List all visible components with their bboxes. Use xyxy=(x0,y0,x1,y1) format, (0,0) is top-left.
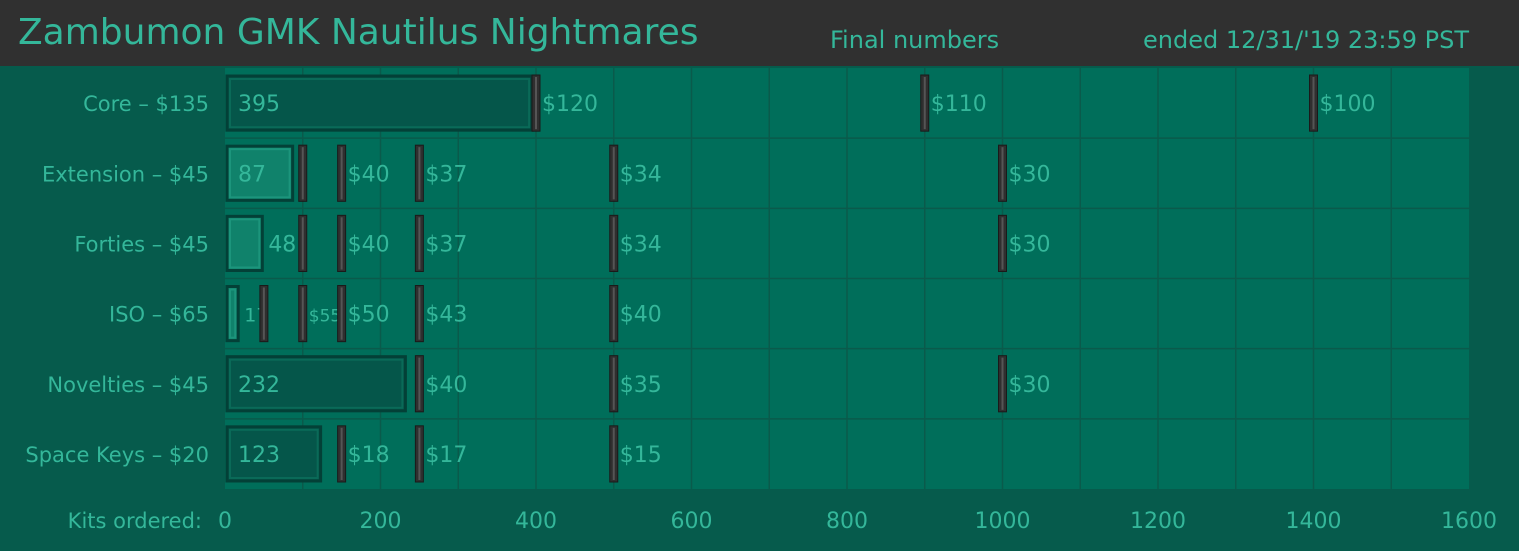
bar xyxy=(225,425,323,483)
price-tier-marker-highlight xyxy=(340,147,343,200)
price-tier-label: $15 xyxy=(620,443,662,468)
category-label: Novelties – $45 xyxy=(47,373,209,397)
end-date-label: ended 12/31/'19 23:59 PST xyxy=(1142,26,1469,54)
price-tier-label: $30 xyxy=(1009,232,1051,257)
chart-title: Zambumon GMK Nautilus Nightmares xyxy=(18,12,699,53)
price-tier-marker-highlight xyxy=(923,77,926,130)
price-tier-label: $37 xyxy=(425,232,467,257)
price-tier-marker-highlight xyxy=(1001,217,1004,270)
price-tier-label: $40 xyxy=(348,162,390,187)
price-tier-marker-highlight xyxy=(340,427,343,480)
price-tier-marker-highlight xyxy=(340,287,343,340)
price-tier-label: $37 xyxy=(425,162,467,187)
header-bar: Zambumon GMK Nautilus Nightmares Final n… xyxy=(0,0,1519,66)
category-label: Forties – $45 xyxy=(74,232,209,256)
price-tier-label: $50 xyxy=(348,303,390,328)
price-tier-label: $55 xyxy=(309,307,341,327)
price-tier-marker-highlight xyxy=(612,357,615,410)
x-tick-label: 600 xyxy=(671,509,713,534)
price-tier-label: $120 xyxy=(542,92,598,117)
price-tier-marker-highlight xyxy=(301,287,304,340)
price-tier-label: $40 xyxy=(620,303,662,328)
x-tick-label: 800 xyxy=(826,509,868,534)
price-tier-label: $40 xyxy=(348,232,390,257)
x-tick-label: 1200 xyxy=(1130,509,1186,534)
price-tier-label: $35 xyxy=(620,373,662,398)
bar-value-label: 87 xyxy=(238,162,266,187)
price-tier-marker-highlight xyxy=(262,287,265,340)
category-label: ISO – $65 xyxy=(109,303,209,327)
x-tick-label: 400 xyxy=(515,509,557,534)
price-tier-label: $34 xyxy=(620,162,662,187)
price-tier-marker-highlight xyxy=(418,217,421,270)
bar xyxy=(225,144,295,202)
price-tier-marker-highlight xyxy=(418,147,421,200)
bar-value-label: 48 xyxy=(268,232,296,257)
x-tick-label: 1600 xyxy=(1441,509,1497,534)
x-tick-label: 0 xyxy=(218,509,232,534)
bar-bevel xyxy=(229,428,319,480)
bar-bevel xyxy=(229,148,291,199)
price-tier-label: $30 xyxy=(1009,373,1051,398)
bar-bevel xyxy=(229,358,404,409)
price-tier-marker-highlight xyxy=(1001,357,1004,410)
category-label: Extension – $45 xyxy=(42,162,209,186)
price-tier-marker-highlight xyxy=(612,287,615,340)
x-tick-label: 200 xyxy=(360,509,402,534)
price-tier-label: $43 xyxy=(425,303,467,328)
bar-value-label: 123 xyxy=(238,443,280,468)
x-axis-label: Kits ordered: xyxy=(68,509,202,533)
category-label: Core – $135 xyxy=(83,92,209,116)
price-tier-marker-highlight xyxy=(1312,77,1315,130)
bar xyxy=(225,214,264,272)
x-tick-label: 1400 xyxy=(1286,509,1342,534)
price-tier-marker-highlight xyxy=(418,427,421,480)
price-tier-label: $110 xyxy=(931,92,987,117)
price-tier-marker-highlight xyxy=(301,147,304,200)
bar-bevel xyxy=(229,288,237,339)
bar xyxy=(225,74,534,132)
price-tier-marker-highlight xyxy=(418,287,421,340)
category-label: Space Keys – $20 xyxy=(25,443,209,467)
price-tier-label: $17 xyxy=(425,443,467,468)
price-tier-marker-highlight xyxy=(612,427,615,480)
price-tier-marker-highlight xyxy=(612,147,615,200)
bar-bevel xyxy=(229,218,261,269)
chart-subtitle: Final numbers xyxy=(830,26,1000,54)
bar xyxy=(225,285,240,343)
price-tier-label: $30 xyxy=(1009,162,1051,187)
bar xyxy=(225,355,407,413)
price-tier-label: $34 xyxy=(620,232,662,257)
bar-bevel xyxy=(229,78,531,129)
price-tier-marker-highlight xyxy=(340,217,343,270)
bar-value-label: 232 xyxy=(238,373,280,398)
price-tier-label: $18 xyxy=(348,443,390,468)
price-tier-marker-highlight xyxy=(418,357,421,410)
price-tier-marker-highlight xyxy=(1001,147,1004,200)
price-tier-marker-highlight xyxy=(535,77,537,130)
x-tick-label: 1000 xyxy=(975,509,1031,534)
price-tier-label: $40 xyxy=(425,373,467,398)
price-tier-marker-highlight xyxy=(612,217,615,270)
bar-value-label: 395 xyxy=(238,92,280,117)
price-tier-marker-highlight xyxy=(301,217,304,270)
price-tier-label: $100 xyxy=(1320,92,1376,117)
